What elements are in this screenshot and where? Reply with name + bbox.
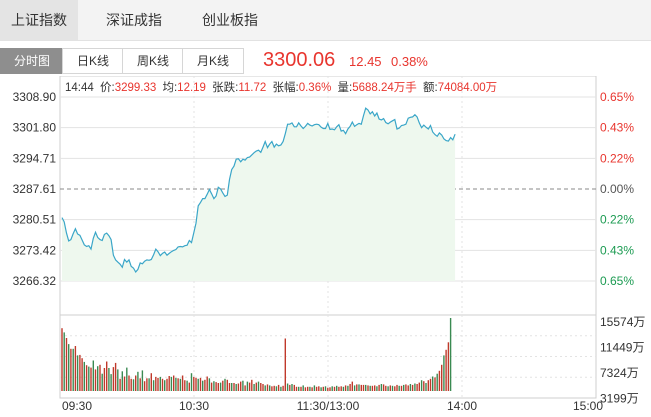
info-time: 14:44 (65, 82, 94, 94)
info-avg-label: 均: (162, 82, 178, 94)
tab-daily-kline[interactable]: 日K线 (62, 48, 124, 74)
info-volume: 5688.24万手 (352, 82, 417, 94)
y-tick-label-right: 0.22% (600, 213, 634, 227)
info-price: 3299.33 (114, 82, 157, 94)
tab-shenzhen-index[interactable]: 深证成指 (106, 12, 162, 28)
y-tick-label: 3301.80 (13, 121, 57, 135)
intraday-chart[interactable]: 3308.90 0.65% 3301.80 0.43% 3294.71 0.22% 3287… (0, 76, 651, 417)
y-tick-label-right: 0.22% (600, 151, 634, 165)
info-price-label: 价: (99, 82, 115, 94)
tab-intraday[interactable]: 分时图 (0, 48, 64, 74)
y-tick-label: 3287.61 (13, 182, 57, 196)
index-change: 12.45 (349, 54, 382, 69)
y-tick-label-right: 0.65% (600, 90, 634, 104)
y-tick-label: 3273.42 (13, 243, 57, 257)
volume-tick-label: 3199万 (600, 392, 639, 406)
index-price: 3300.06 (263, 49, 336, 71)
tab-monthly-kline[interactable]: 月K线 (182, 48, 244, 74)
tab-weekly-kline[interactable]: 周K线 (122, 48, 184, 74)
tab-chinext-index[interactable]: 创业板指 (202, 12, 258, 28)
y-tick-label-right: 0.43% (600, 121, 634, 135)
tab-shanghai-index[interactable]: 上证指数 (0, 0, 78, 40)
x-tick-label: 14:00 (447, 399, 477, 413)
info-avg: 12.19 (177, 82, 206, 94)
info-change: 11.72 (238, 82, 267, 94)
index-change-percent: 0.38% (391, 54, 428, 69)
index-tab-bar: 上证指数 深证成指 创业板指 (0, 0, 651, 41)
x-tick-label: 09:30 (62, 399, 92, 413)
y-tick-label: 3294.71 (13, 151, 57, 165)
info-amount: 74084.00万 (437, 82, 498, 94)
volume-tick-label: 11449万 (600, 341, 644, 355)
info-pct-label: 张幅: (272, 82, 299, 94)
info-pct: 0.36% (298, 82, 332, 94)
volume-tick-label: 15574万 (600, 315, 645, 329)
info-change-label: 张跌: (212, 82, 239, 94)
y-tick-label: 3266.32 (13, 274, 57, 288)
info-volume-label: 量: (337, 82, 353, 94)
x-tick-label: 15:00 (573, 399, 603, 413)
x-tick-label: 10:30 (179, 399, 209, 413)
y-tick-label: 3308.90 (13, 90, 57, 104)
y-tick-label-right: 0.43% (600, 243, 634, 257)
y-tick-label-right: 0.00% (600, 182, 634, 196)
y-tick-label-right: 0.65% (600, 274, 634, 288)
info-amount-label: 额: (423, 82, 438, 94)
chart-type-bar: 分时图 日K线 周K线 月K线 (0, 48, 651, 74)
y-tick-label: 3280.51 (13, 213, 57, 227)
x-tick-label: 11:30/13:00 (297, 399, 360, 413)
price-line[interactable] (61, 107, 456, 274)
crosshair-info: 14:44 价:3299.33 均:12.19 张跌:11.72 张幅:0.36… (65, 79, 497, 95)
volume-tick-label: 7324万 (600, 366, 639, 380)
price-area-fill (62, 108, 456, 281)
